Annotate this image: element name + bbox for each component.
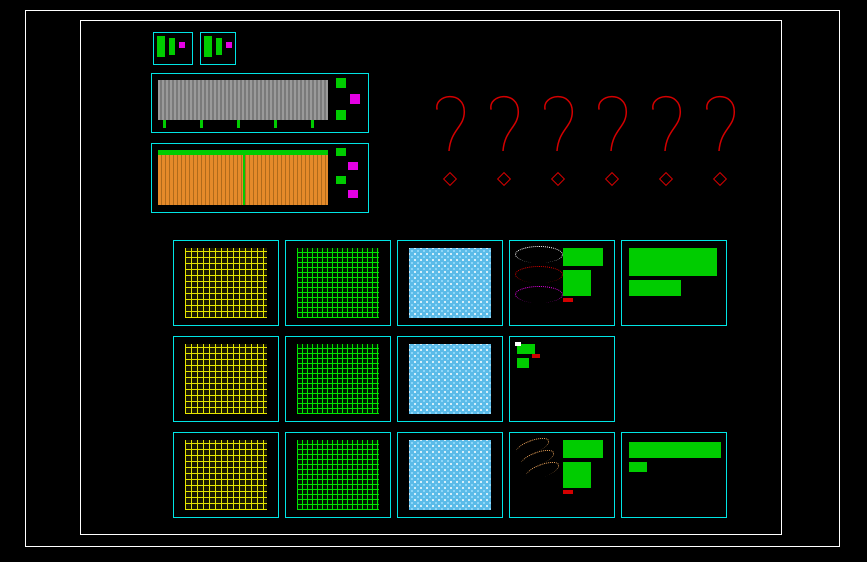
plan-detail	[336, 148, 346, 156]
column-mark	[311, 120, 314, 128]
pattern-swatch	[409, 440, 491, 510]
elev-detail	[336, 110, 346, 120]
legend-red-mark	[563, 490, 573, 494]
thumb-detail	[169, 38, 175, 55]
legend-block	[563, 270, 591, 296]
pattern-swatch	[409, 344, 491, 414]
pattern-swatch	[409, 248, 491, 318]
thumb-detail	[179, 42, 185, 48]
plan-detail	[348, 162, 358, 170]
legend-red-mark	[563, 298, 573, 302]
column-mark	[274, 120, 277, 128]
legend-block	[629, 280, 681, 296]
thumb-detail	[157, 36, 165, 57]
legend-block	[563, 248, 603, 266]
plan-center-line	[243, 150, 245, 205]
elevation-body	[158, 80, 328, 120]
legend-block	[629, 462, 647, 472]
legend-block	[629, 442, 721, 458]
pattern-swatch	[185, 248, 267, 318]
pattern-swatch	[297, 440, 379, 510]
legend-red-mark	[532, 354, 540, 358]
thumb-detail	[204, 36, 212, 57]
legend-white-mark	[515, 342, 521, 346]
thumb-detail	[216, 38, 222, 55]
pattern-swatch	[185, 440, 267, 510]
legend-block	[563, 440, 603, 458]
legend-block	[563, 462, 591, 488]
column-mark	[163, 120, 166, 128]
plan-detail	[348, 190, 358, 198]
plan-detail	[336, 176, 346, 184]
column-mark	[237, 120, 240, 128]
pattern-swatch	[297, 344, 379, 414]
column-mark	[200, 120, 203, 128]
legend-block	[517, 358, 529, 368]
legend-block	[629, 248, 717, 276]
arc-icon	[515, 266, 563, 283]
pattern-swatch	[297, 248, 379, 318]
arc-icon	[515, 286, 563, 303]
arc-icon	[515, 246, 563, 263]
pattern-swatch	[185, 344, 267, 414]
thumb-detail	[226, 42, 232, 48]
elev-detail	[350, 94, 360, 104]
elev-detail	[336, 78, 346, 88]
